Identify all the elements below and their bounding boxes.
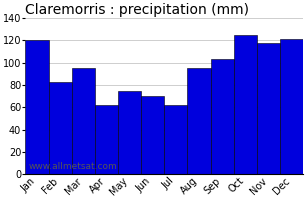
Bar xyxy=(234,35,257,174)
Bar xyxy=(72,68,95,174)
Bar xyxy=(257,43,280,174)
Bar xyxy=(49,82,72,174)
Bar xyxy=(211,59,234,174)
Bar xyxy=(118,91,141,174)
Bar xyxy=(141,96,164,174)
Bar xyxy=(95,105,118,174)
Bar xyxy=(25,40,49,174)
Bar xyxy=(280,39,303,174)
Text: Claremorris : precipitation (mm): Claremorris : precipitation (mm) xyxy=(25,3,249,17)
Text: www.allmetsat.com: www.allmetsat.com xyxy=(28,162,117,171)
Bar xyxy=(164,105,188,174)
Bar xyxy=(188,68,211,174)
